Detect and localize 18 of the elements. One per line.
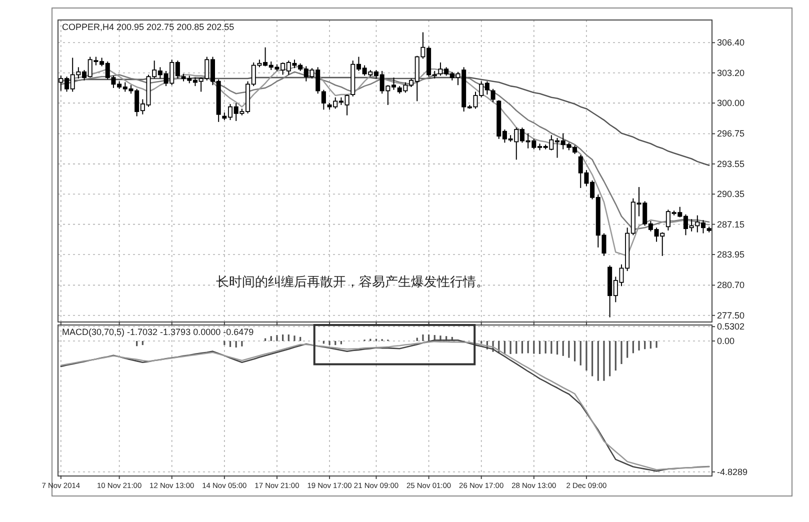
y-tick-label: 277.50: [717, 310, 745, 320]
y-tick-label: 303.20: [717, 68, 745, 78]
y-tick-label: 280.70: [717, 280, 745, 290]
candlestick: [490, 88, 496, 103]
chart-title: MACD(30,70,5) -1.7032 -1.3793 0.0000 -0.6479: [62, 327, 254, 337]
y-tick-label: 283.95: [717, 250, 745, 260]
chart-title: COPPER,H4 200.95 202.75 200.85 202.55: [62, 22, 234, 32]
y-tick-label: -4.8289: [717, 466, 748, 477]
annotation: 长时间的纠缠后再散开，容易产生爆发性行情。: [216, 274, 489, 289]
y-tick-label: 293.55: [717, 158, 745, 169]
y-tick-label: 306.40: [717, 38, 745, 48]
y-tick-label: 0.00: [717, 336, 735, 346]
y-tick-label: 300.00: [717, 98, 745, 108]
y-tick-label: 287.15: [717, 219, 745, 230]
y-tick-label: 0.5302: [717, 322, 745, 332]
y-tick-label: 290.35: [717, 189, 745, 200]
candlestick: [321, 89, 326, 110]
y-tick-label: 296.75: [717, 128, 745, 139]
